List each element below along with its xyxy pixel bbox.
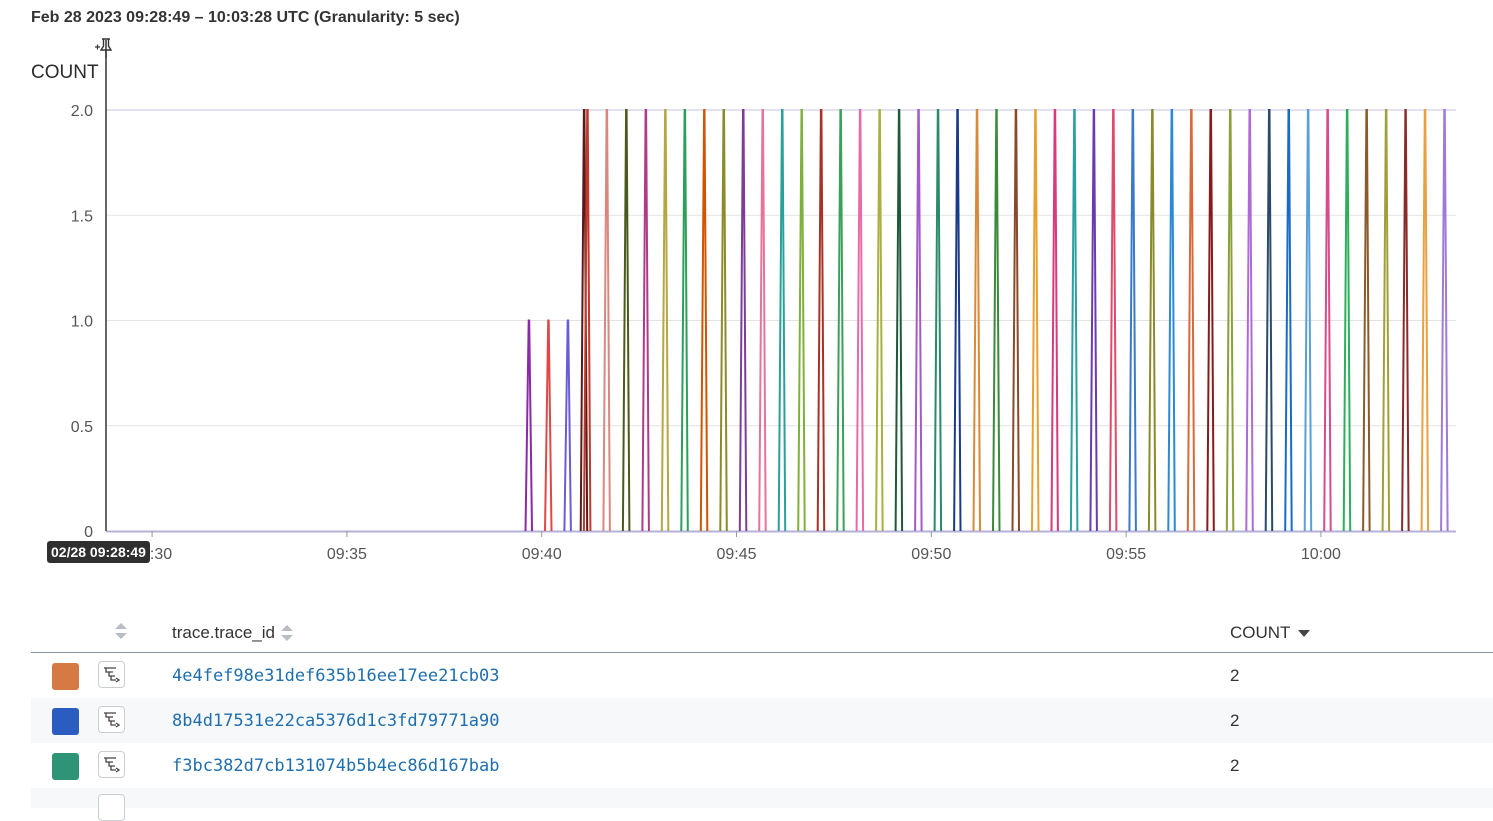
series-line	[544, 319, 553, 532]
count-column-header[interactable]: COUNT	[1230, 623, 1311, 643]
series-line	[1284, 109, 1293, 532]
series-line	[699, 109, 709, 532]
series-line	[1362, 109, 1371, 532]
series-line	[816, 109, 826, 532]
series-line	[1108, 109, 1118, 532]
series-line	[641, 109, 650, 532]
table-header: trace.trace_id COUNT	[31, 609, 1493, 653]
series-line	[972, 109, 981, 532]
trace-waterfall-icon	[104, 712, 120, 728]
series-line	[1011, 109, 1020, 532]
y-tick-label: 1.0	[71, 314, 93, 331]
sort-icon[interactable]	[281, 625, 293, 641]
series-line	[758, 109, 767, 532]
trace-waterfall-icon	[104, 667, 120, 683]
series-line	[1206, 109, 1215, 532]
series-line	[1303, 109, 1313, 532]
count-line-chart[interactable]: 00.51.01.52.009:30 09:35 09:40 09:45 09:50 09…	[0, 0, 1493, 580]
series-line	[680, 109, 689, 532]
series-line	[563, 319, 572, 532]
trace-id-column-header[interactable]: trace.trace_id	[172, 623, 293, 643]
series-line	[1342, 109, 1352, 532]
table-row: 8b4d17531e22ca5376d1c3fd79771a90 2	[31, 698, 1493, 743]
series-line	[1440, 109, 1449, 532]
series-line	[524, 319, 533, 532]
y-tick-label: 1.5	[71, 208, 93, 225]
trace-waterfall-button[interactable]	[98, 794, 125, 821]
y-tick-label: 0.5	[71, 419, 93, 436]
series-line	[1420, 109, 1430, 532]
series-line	[582, 109, 592, 532]
y-tick-label: 0	[84, 524, 93, 541]
series-line	[1167, 109, 1176, 532]
series-line	[953, 109, 962, 532]
series-line	[1225, 109, 1235, 532]
series-line	[855, 109, 865, 532]
series-color-swatch	[52, 708, 79, 735]
series-line	[1401, 109, 1410, 532]
color-column-header[interactable]	[109, 623, 127, 639]
series-line	[1147, 109, 1157, 532]
count-cell: 2	[1230, 666, 1240, 685]
series-line	[1031, 109, 1040, 532]
series-color-swatch	[52, 663, 79, 690]
series-line	[719, 109, 728, 532]
series-line	[992, 109, 1001, 532]
y-axis-title: COUNT	[31, 62, 99, 83]
series-line	[660, 109, 670, 532]
series-line	[1128, 109, 1137, 532]
trace-waterfall-button[interactable]	[98, 751, 125, 778]
sort-icon[interactable]	[115, 623, 127, 639]
trace-waterfall-button[interactable]	[98, 661, 125, 688]
y-tick-label: 2.0	[71, 103, 93, 120]
series-line	[738, 109, 748, 532]
series-line	[914, 109, 923, 532]
series-line	[1050, 109, 1059, 532]
x-tick-label: 09:35	[327, 546, 367, 563]
series-line	[875, 109, 884, 532]
series-line	[933, 109, 943, 532]
trace-id-link[interactable]: 4e4fef98e31def635b16ee17ee21cb03	[172, 666, 500, 686]
series-line	[894, 109, 904, 532]
trace-id-header-label: trace.trace_id	[172, 623, 275, 642]
series-line	[1069, 109, 1079, 532]
x-tick-label: 09:40	[522, 546, 562, 563]
sort-desc-icon[interactable]	[1298, 629, 1311, 637]
trace-id-link[interactable]: f3bc382d7cb131074b5b4ec86d167bab	[172, 756, 500, 776]
results-table: trace.trace_id COUNT 4e4fef98e31def635b1…	[31, 609, 1493, 821]
trace-id-link[interactable]: 8b4d17531e22ca5376d1c3fd79771a90	[172, 711, 500, 731]
count-header-label: COUNT	[1230, 623, 1291, 642]
cursor-time-badge: 02/28 09:28:49	[47, 541, 150, 563]
series-color-swatch	[52, 753, 79, 780]
series-line	[602, 109, 611, 532]
trace-waterfall-icon	[104, 757, 120, 773]
count-cell: 2	[1230, 756, 1240, 775]
x-tick-label: 10:00	[1301, 546, 1341, 563]
table-row: f3bc382d7cb131074b5b4ec86d167bab 2	[31, 743, 1493, 788]
series-line	[621, 109, 631, 532]
series-line	[1323, 109, 1332, 532]
series-line	[797, 109, 806, 532]
x-tick-label: 09:55	[1106, 546, 1146, 563]
table-row	[31, 788, 1493, 821]
series-line	[777, 109, 787, 532]
series-line	[836, 109, 845, 532]
trace-waterfall-button[interactable]	[98, 706, 125, 733]
series-line	[1245, 109, 1254, 532]
time-range-title: Feb 28 2023 09:28:49 – 10:03:28 UTC (Gra…	[31, 9, 460, 26]
x-tick-label: 09:45	[716, 546, 756, 563]
series-line	[1186, 109, 1196, 532]
series-line	[1089, 109, 1098, 532]
x-tick-label: 09:50	[911, 546, 951, 563]
count-cell: 2	[1230, 711, 1240, 730]
series-line	[1264, 109, 1274, 532]
series-line	[1381, 109, 1391, 532]
table-row: 4e4fef98e31def635b16ee17ee21cb03 2	[31, 653, 1493, 698]
